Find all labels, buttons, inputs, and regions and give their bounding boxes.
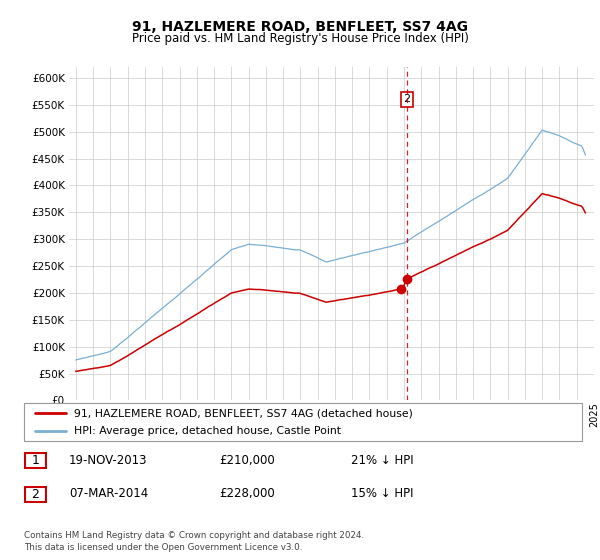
Text: 19-NOV-2013: 19-NOV-2013: [69, 454, 148, 467]
Text: HPI: Average price, detached house, Castle Point: HPI: Average price, detached house, Cast…: [74, 426, 341, 436]
Text: 91, HAZLEMERE ROAD, BENFLEET, SS7 4AG (detached house): 91, HAZLEMERE ROAD, BENFLEET, SS7 4AG (d…: [74, 408, 413, 418]
Text: 21% ↓ HPI: 21% ↓ HPI: [351, 454, 413, 467]
Text: 2: 2: [31, 488, 40, 501]
Text: 07-MAR-2014: 07-MAR-2014: [69, 487, 148, 501]
FancyBboxPatch shape: [24, 403, 582, 441]
Text: £210,000: £210,000: [219, 454, 275, 467]
Text: Contains HM Land Registry data © Crown copyright and database right 2024.
This d: Contains HM Land Registry data © Crown c…: [24, 531, 364, 552]
Text: 2: 2: [403, 95, 410, 105]
Text: 91, HAZLEMERE ROAD, BENFLEET, SS7 4AG: 91, HAZLEMERE ROAD, BENFLEET, SS7 4AG: [132, 20, 468, 34]
Text: Price paid vs. HM Land Registry's House Price Index (HPI): Price paid vs. HM Land Registry's House …: [131, 32, 469, 45]
FancyBboxPatch shape: [25, 487, 46, 502]
Text: £228,000: £228,000: [219, 487, 275, 501]
Text: 1: 1: [31, 454, 40, 468]
FancyBboxPatch shape: [25, 454, 46, 468]
Text: 15% ↓ HPI: 15% ↓ HPI: [351, 487, 413, 501]
